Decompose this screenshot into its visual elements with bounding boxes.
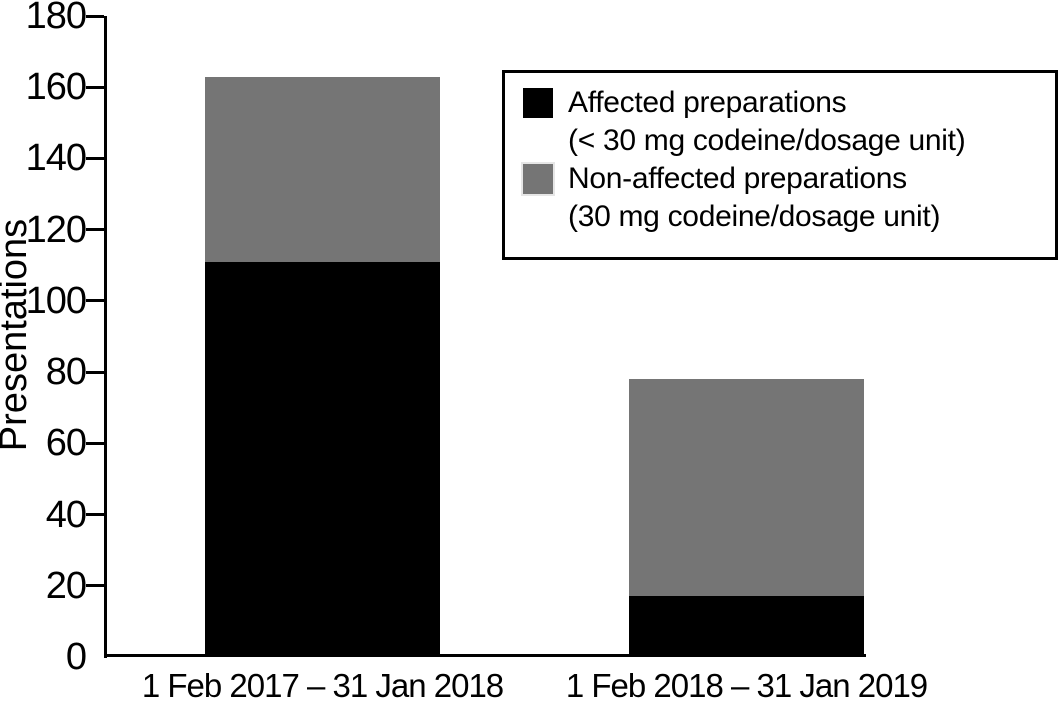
legend-sublabel-affected: (< 30 mg codeine/dosage unit) (568, 124, 966, 157)
legend-swatch-non-affected (523, 164, 553, 194)
x-tick-label: 1 Feb 2017 – 31 Jan 2018 (141, 667, 504, 704)
legend-text-affected: Affected preparations (< 30 mg codeine/d… (568, 84, 966, 160)
y-tick-label: 80 (45, 351, 87, 394)
y-tick-mark (86, 370, 104, 374)
y-axis-line (104, 16, 107, 658)
legend-item-affected: Affected preparations (< 30 mg codeine/d… (523, 84, 1055, 160)
bar-segment-non-affected (629, 379, 864, 597)
legend-label-affected: Affected preparations (568, 86, 847, 119)
y-tick-mark (86, 299, 104, 303)
y-tick-mark (86, 584, 104, 588)
bar-segment-affected (205, 261, 440, 657)
y-tick-label: 60 (45, 422, 87, 465)
y-tick-mark (86, 441, 104, 445)
y-tick-label: 0 (65, 636, 87, 678)
legend-text-non-affected: Non-affected preparations (30 mg codeine… (568, 160, 940, 236)
x-tick-label: 1 Feb 2018 – 31 Jan 2019 (565, 667, 928, 704)
bar-segment-affected (629, 596, 864, 657)
legend-item-non-affected: Non-affected preparations (30 mg codeine… (523, 160, 1055, 236)
legend-label-non-affected: Non-affected preparations (568, 162, 907, 195)
legend-sublabel-non-affected: (30 mg codeine/dosage unit) (568, 200, 941, 233)
bar-segment-non-affected (205, 76, 440, 262)
y-tick-label: 20 (45, 564, 87, 607)
y-tick-mark (86, 14, 104, 18)
y-tick-label: 40 (45, 493, 87, 536)
y-tick-label: 160 (25, 66, 87, 109)
y-tick-mark (86, 228, 104, 232)
legend-swatch-affected (523, 88, 553, 118)
y-tick-label: 120 (25, 208, 87, 251)
y-tick-label: 100 (25, 279, 87, 322)
legend: Affected preparations (< 30 mg codeine/d… (502, 70, 1058, 260)
y-tick-label: 140 (25, 137, 87, 180)
y-axis-label: Presentations (0, 218, 35, 452)
y-tick-label: 180 (25, 0, 87, 37)
y-tick-mark (86, 513, 104, 517)
y-tick-mark (86, 85, 104, 89)
x-axis-line (104, 654, 866, 657)
y-tick-mark (86, 156, 104, 160)
